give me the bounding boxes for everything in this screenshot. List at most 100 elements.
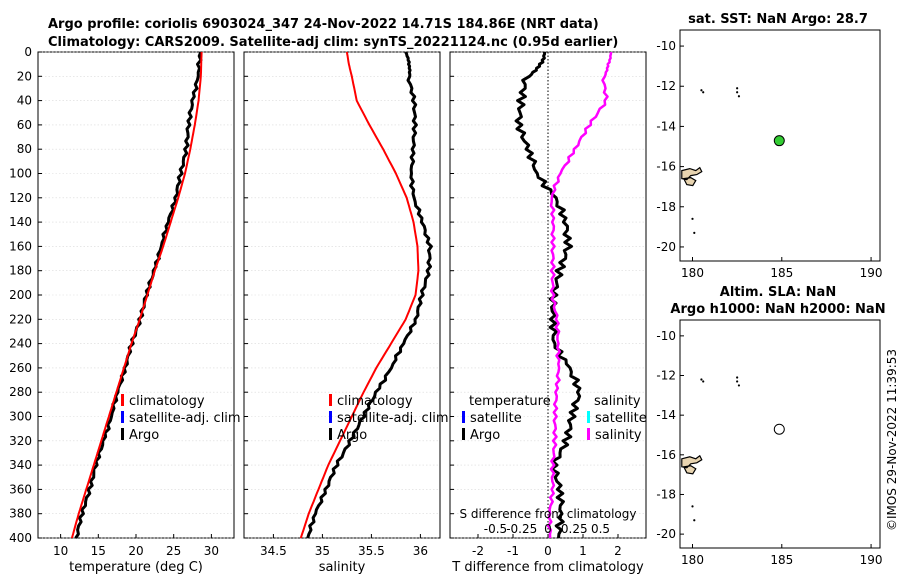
sdiff-axis-label: S difference from climatology [460,507,637,521]
map-lat-label: -20 [656,240,676,254]
legend-label-climatology: climatology [337,394,413,409]
difference-panel: -2 -1 0 1 2 [450,51,646,558]
map-lon-label: 180 [681,266,704,280]
legend-label-argo: Argo [337,428,367,443]
salinity-xlabel: salinity [319,560,366,575]
depth-tick-label: 380 [9,507,32,521]
temperature-panel: 10 15 20 25 30 [38,51,234,558]
map-bottom: -10 -12 -14 -16 -18 -20 180 185 190 [656,329,882,567]
x-tick-label: 35 [315,544,330,558]
salinity-legend: climatology satellite-adj. clim Argo [329,394,449,443]
island [736,87,739,90]
island [691,505,694,508]
legend-swatch-argo [329,428,332,440]
depth-tick-label: 60 [17,118,32,132]
sdiff-tick-label: -0.5 [484,522,507,536]
legend-swatch-argo [121,428,124,440]
legend-swatch-satellite [121,411,124,423]
depth-tick-label: 360 [9,482,32,496]
climatology-temperature-line [70,51,203,539]
legend-label-s-argo: salinity [595,428,642,443]
map-lon-label: 185 [770,266,793,280]
island [700,378,703,381]
depth-tick-label: 80 [17,142,32,156]
x-tick-label: 1 [579,544,587,558]
legend-label-climatology: climatology [129,394,205,409]
legend-label-s-satellite: satellite [595,411,647,426]
legend-title-salinity: salinity [594,394,641,409]
x-tick-label: 34.5 [260,544,287,558]
island [691,217,694,220]
x-tick-label: -2 [472,544,484,558]
map-lon-label: 190 [860,553,883,567]
salinity-panel: 34.5 35 35.5 36 [244,51,440,558]
depth-tick-label: 40 [17,94,32,108]
map-top-title: sat. SST: NaN Argo: 28.7 [688,12,868,27]
sdiff-tick-label: 0.5 [591,522,610,536]
title-line-1: Argo profile: coriolis 6903024_347 24-No… [48,17,599,32]
legend-title-temperature: temperature [469,394,551,409]
legend-label-satellite: satellite-adj. clim [129,411,241,426]
depth-tick-label: 300 [9,410,32,424]
map-lat-label: -16 [656,160,676,174]
map-bottom-title-1: Altim. SLA: NaN [720,285,836,300]
island [737,95,741,98]
sdiff-axis-ticks: -0.5 -0.25 0 0.25 0.5 [484,522,610,536]
depth-tick-label: 0 [24,45,32,59]
x-tick-label: 25 [166,544,181,558]
island [702,380,705,383]
sdiff-tick-label: 0.25 [561,522,588,536]
x-tick-label: 20 [128,544,143,558]
depth-tick-label: 120 [9,191,32,205]
island [693,231,696,234]
legend-label-t-satellite: satellite [470,411,522,426]
depth-axis: 0 20 40 60 80 100 120 140 160 180 200 220 240 260 280 3… [9,45,32,545]
map-top: -10 -12 -14 -16 -18 -20 180 185 190 [656,39,882,280]
map-lat-label: -10 [656,39,676,53]
map-lat-label: -10 [656,329,676,343]
map-lon-label: 190 [860,266,883,280]
temperature-legend: climatology satellite-adj. clim Argo [121,394,241,443]
x-tick-label: 0 [544,544,552,558]
island [737,384,741,387]
map-lon-label: 185 [770,553,793,567]
map-lon-label: 180 [681,553,704,567]
island [702,91,705,94]
island [700,89,703,92]
depth-tick-label: 20 [17,69,32,83]
depth-tick-label: 220 [9,312,32,326]
legend-label-satellite: satellite-adj. clim [337,411,449,426]
legend-label-t-argo: Argo [470,428,500,443]
depth-tick-label: 240 [9,337,32,351]
sdiff-tick-label: -0.25 [506,522,537,536]
island [736,380,739,383]
sdiff-tick-label: 0 [544,522,552,536]
map-lat-label: -14 [656,408,676,422]
depth-tick-label: 100 [9,167,32,181]
map-lat-label: -12 [656,369,676,383]
legend-swatch-climatology [121,394,124,406]
difference-legend: temperature satellite Argo salinity sate… [462,394,647,443]
x-tick-label: 36 [413,544,428,558]
x-tick-label: 30 [204,544,219,558]
map-lat-label: -18 [656,200,676,214]
depth-tick-label: 260 [9,361,32,375]
legend-label-argo: Argo [129,428,159,443]
x-tick-label: 2 [614,544,622,558]
legend-swatch-t-satellite [462,411,465,423]
island [736,91,739,94]
argo-salinity-line [306,51,433,539]
map-lat-label: -20 [656,527,676,541]
sdiff-argo-line [546,51,613,539]
legend-swatch-s-argo [587,428,590,440]
x-tick-label: 35.5 [358,544,385,558]
fiji-islands [681,166,703,187]
depth-tick-label: 200 [9,288,32,302]
temperature-xlabel: temperature (deg C) [69,560,203,575]
x-tick-label: 10 [53,544,68,558]
tdiff-xlabel: T difference from climatology [451,560,644,575]
map-bottom-title-2: Argo h1000: NaN h2000: NaN [670,302,885,317]
legend-swatch-climatology [329,394,332,406]
map-lat-label: -18 [656,487,676,501]
island [693,519,696,522]
